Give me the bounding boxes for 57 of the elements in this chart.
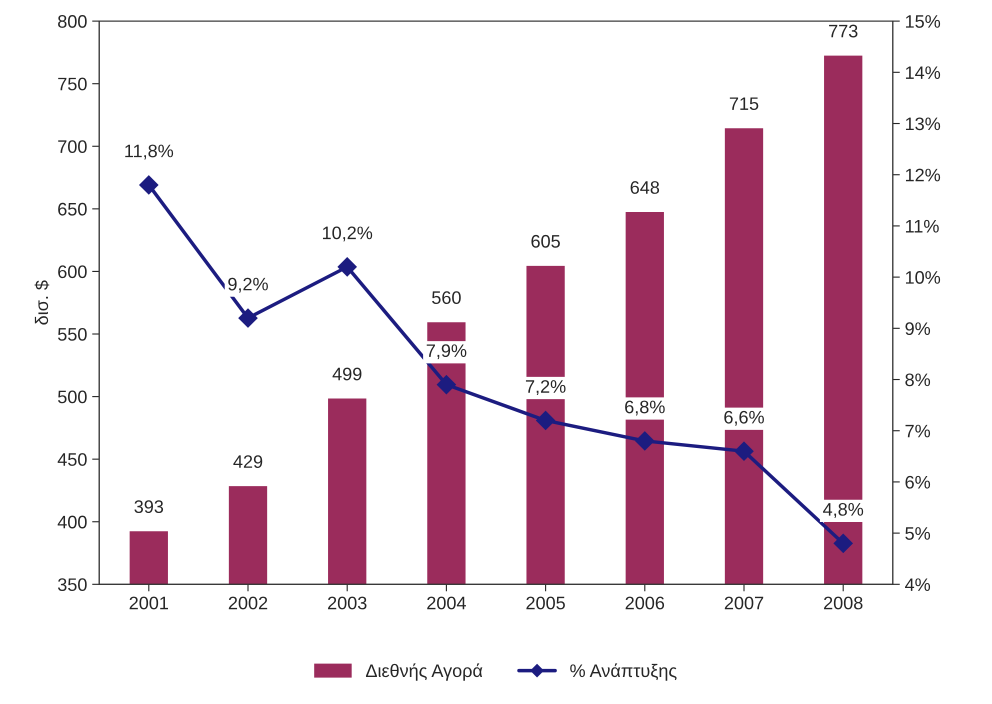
- point: [139, 175, 158, 194]
- y-tick-label: 800: [58, 15, 87, 28]
- legend-label: Διεθνής Αγορά: [366, 663, 482, 681]
- x-tick-label: 2002: [228, 596, 268, 610]
- y-axis-title: δισ. $: [34, 280, 50, 325]
- y2-tick-label: 8%: [905, 373, 930, 386]
- point: [536, 410, 556, 430]
- y2-tick-label: 7%: [906, 424, 930, 438]
- y-tick-label: 750: [58, 78, 87, 90]
- data-label: 7,9%: [426, 344, 466, 360]
- y2-tick-label: 11%: [906, 220, 939, 233]
- y-tick-label: 650: [58, 202, 87, 216]
- data-label: 4,8%: [823, 502, 864, 518]
- x-tick-label: 2006: [626, 596, 664, 610]
- y2-tick-label: 4%: [905, 578, 930, 591]
- data-label: 393: [134, 500, 164, 514]
- data-label: 605: [531, 234, 560, 248]
- x-tick-label: 2007: [724, 596, 764, 610]
- data-label: 6,6%: [724, 410, 764, 426]
- y-tick-label: 700: [58, 140, 87, 153]
- y2-tick-label: 12%: [906, 168, 940, 182]
- data-label: 10,2%: [322, 226, 372, 242]
- y-tick-label: 350: [58, 578, 87, 592]
- y2-tick-label: 13%: [906, 117, 940, 130]
- data-label: 7,2%: [526, 380, 566, 396]
- point: [436, 375, 456, 394]
- point: [635, 431, 654, 450]
- x-tick-label: 2004: [427, 596, 466, 610]
- x-tick-label: 2003: [328, 596, 366, 610]
- data-label: 6,8%: [625, 400, 665, 416]
- point: [338, 257, 357, 276]
- x-tick-label: 2005: [526, 596, 565, 610]
- data-label: 648: [630, 181, 660, 194]
- data-label: 773: [829, 24, 858, 38]
- point: [238, 308, 258, 328]
- point: [734, 442, 754, 461]
- data-label: 560: [432, 291, 461, 304]
- y2-tick-label: 10%: [906, 271, 940, 284]
- data-label: 9,2%: [228, 278, 268, 293]
- y-tick-label: 450: [58, 453, 87, 466]
- legend-label: % Ανάπτυξης: [570, 663, 677, 681]
- data-label: 429: [233, 455, 262, 468]
- y-tick-label: 500: [58, 390, 87, 404]
- x-tick-label: 2001: [130, 596, 168, 610]
- y2-tick-label: 14%: [906, 66, 940, 79]
- y-tick-label: 600: [58, 265, 87, 278]
- y2-tick-label: 6%: [906, 476, 930, 489]
- data-label: 499: [332, 368, 362, 380]
- data-label: 11,8%: [125, 144, 174, 160]
- y-tick-label: 550: [58, 328, 87, 341]
- point: [834, 534, 853, 553]
- y-tick-label: 400: [58, 516, 87, 528]
- x-tick-label: 2008: [824, 596, 862, 610]
- y2-tick-label: 9%: [905, 322, 930, 336]
- y2-tick-label: 15%: [906, 15, 940, 28]
- y2-tick-label: 5%: [905, 527, 930, 540]
- data-label: 715: [730, 97, 758, 110]
